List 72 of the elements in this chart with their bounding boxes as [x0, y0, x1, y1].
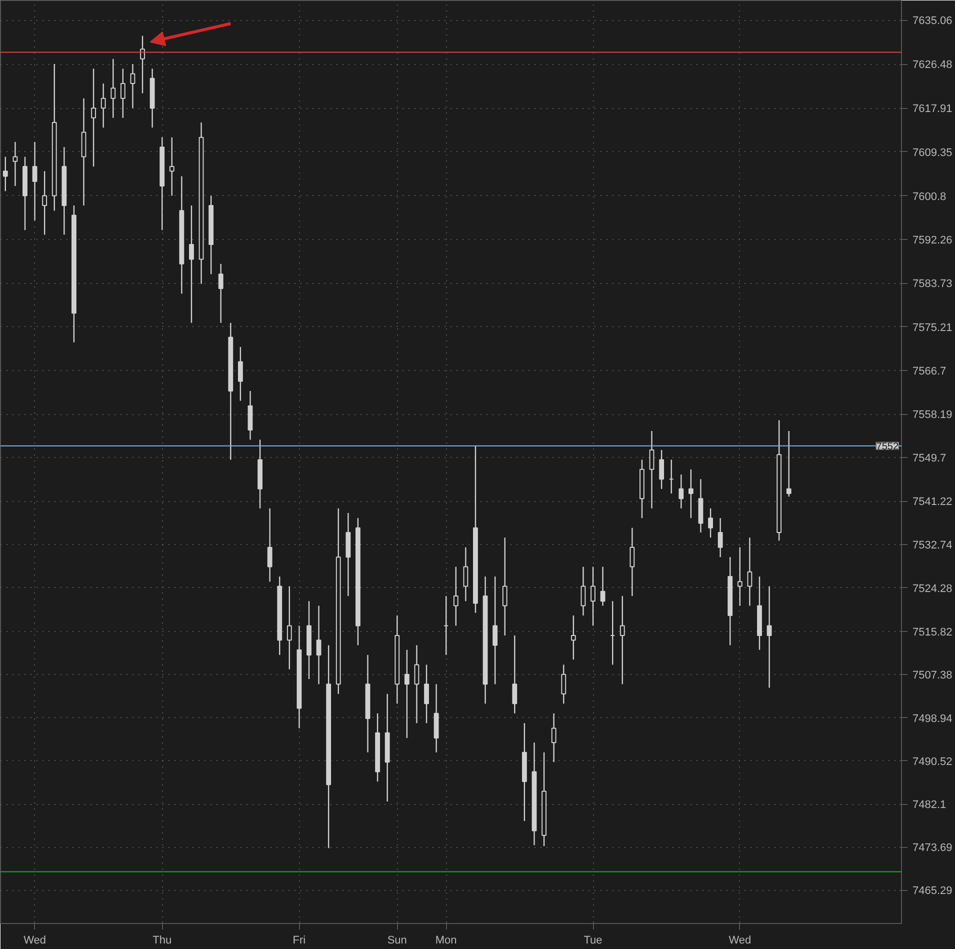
- candlestick: [404, 649, 410, 739]
- candlestick: [414, 644, 420, 724]
- candlestick: [12, 141, 18, 187]
- x-tick-label: Fri: [292, 934, 306, 946]
- candlestick: [238, 346, 243, 402]
- candlestick: [688, 468, 694, 519]
- candlestick: [649, 430, 654, 509]
- y-tick-label: 7490.52: [912, 756, 952, 768]
- y-tick-label: 7617.91: [912, 103, 952, 116]
- candlestick: [120, 68, 126, 118]
- x-tick-label: Sun: [387, 934, 407, 946]
- y-tick-label: 7609.35: [912, 146, 952, 159]
- y-tick-label: 7583.73: [912, 278, 952, 290]
- candlestick: [189, 204, 194, 324]
- y-tick-label: 7515.82: [912, 626, 952, 638]
- candlestick: [630, 527, 635, 597]
- candlestick: [786, 430, 792, 498]
- candlestick: [267, 508, 272, 582]
- candlestick: [2, 156, 8, 192]
- ref-line-label: 7552: [876, 441, 899, 452]
- candlestick: [737, 546, 742, 606]
- y-tick-label: 7558.19: [912, 409, 952, 422]
- candlestick: [659, 449, 664, 490]
- candlestick: [42, 170, 48, 236]
- candlestick: [502, 536, 508, 636]
- y-tick-label: 7524.28: [912, 582, 952, 595]
- y-tick-label: 7626.48: [912, 59, 952, 72]
- y-tick-label: 7592.26: [912, 234, 952, 247]
- candlestick: [32, 141, 38, 221]
- x-tick-label: Mon: [435, 934, 457, 946]
- y-tick-label: 7600.8: [912, 190, 946, 203]
- candlestick: [110, 58, 116, 118]
- candlestick: [570, 614, 576, 660]
- candlestick: [453, 566, 458, 626]
- y-tick-label: 7482.1: [912, 799, 946, 812]
- y-tick-label: 7575.21: [912, 322, 952, 334]
- candlestick: [747, 536, 752, 606]
- candlestick: [316, 605, 322, 685]
- candlestick: [218, 263, 224, 324]
- candlestick: [463, 546, 468, 602]
- candlestick: [100, 82, 106, 128]
- candlestick: [91, 68, 96, 168]
- candlestick: [678, 474, 684, 509]
- y-tick-label: 7635.06: [912, 15, 952, 28]
- y-tick-label: 7532.74: [912, 540, 952, 552]
- candlestick: [492, 576, 498, 685]
- y-tick-label: 7473.69: [912, 842, 952, 854]
- candlestick: [286, 586, 292, 670]
- candlestick: [169, 136, 174, 196]
- x-tick-label: Wed: [728, 934, 752, 946]
- x-tick-label: Thu: [152, 934, 172, 946]
- y-tick-label: 7507.38: [912, 670, 952, 682]
- y-tick-label: 7541.22: [912, 496, 952, 508]
- candlestick: [512, 634, 518, 714]
- candlestick: [620, 595, 625, 685]
- candlestick: [551, 712, 556, 763]
- y-tick-label: 7465.29: [912, 885, 952, 898]
- candlestick: [580, 566, 586, 616]
- candlestick: [600, 566, 606, 606]
- x-tick-label: Wed: [24, 934, 46, 946]
- candlestick: [130, 63, 136, 109]
- candlestick: [140, 35, 145, 94]
- y-tick-label: 7566.7: [912, 366, 946, 378]
- candlestick: [561, 664, 566, 704]
- candlestick: [766, 586, 772, 688]
- candlestick: [718, 518, 723, 558]
- candlestick: [424, 664, 429, 724]
- candlestick: [590, 566, 596, 626]
- y-tick-label: 7549.7: [912, 452, 946, 465]
- x-tick-label: Tue: [584, 934, 602, 946]
- y-tick-label: 7498.94: [912, 712, 952, 725]
- candlestick: [708, 508, 713, 538]
